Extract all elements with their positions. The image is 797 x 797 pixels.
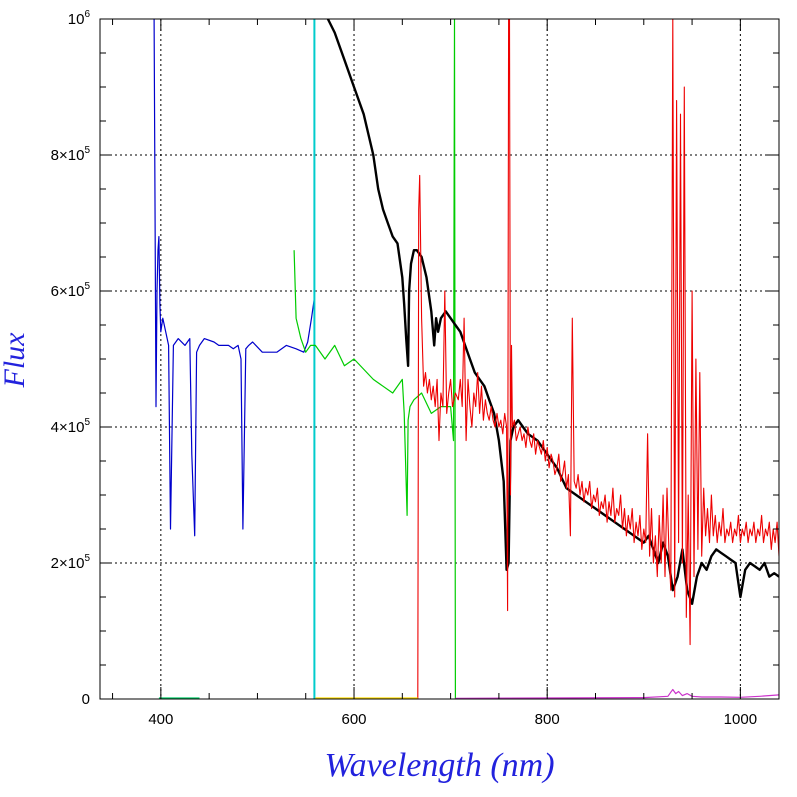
- y-tick-label: 106: [68, 9, 91, 28]
- y-tick-label: 0: [82, 691, 90, 708]
- x-tick-label: 800: [535, 711, 560, 728]
- y-tick-label: 4×105: [51, 417, 91, 436]
- series-line-0: [153, 19, 315, 537]
- series-line-7: [455, 688, 779, 699]
- x-tick-label: 600: [342, 711, 367, 728]
- series-line-3: [326, 19, 779, 605]
- y-tick-label: 2×105: [51, 553, 91, 572]
- x-tick-label: 1000: [724, 711, 757, 728]
- series-layer: [153, 19, 779, 699]
- x-axis-title: Wavelength (nm): [324, 747, 554, 784]
- y-axis-title: Flux: [0, 332, 31, 389]
- y-tick-label: 6×105: [51, 281, 91, 300]
- series-line-4: [417, 19, 779, 699]
- series-line-2: [293, 19, 456, 699]
- x-tick-label: 400: [148, 711, 173, 728]
- y-tick-label: 8×105: [51, 145, 91, 164]
- tick-layer: 400 600 800 1000 0 2×105 4×105 6×105 8×105 106: [51, 9, 779, 728]
